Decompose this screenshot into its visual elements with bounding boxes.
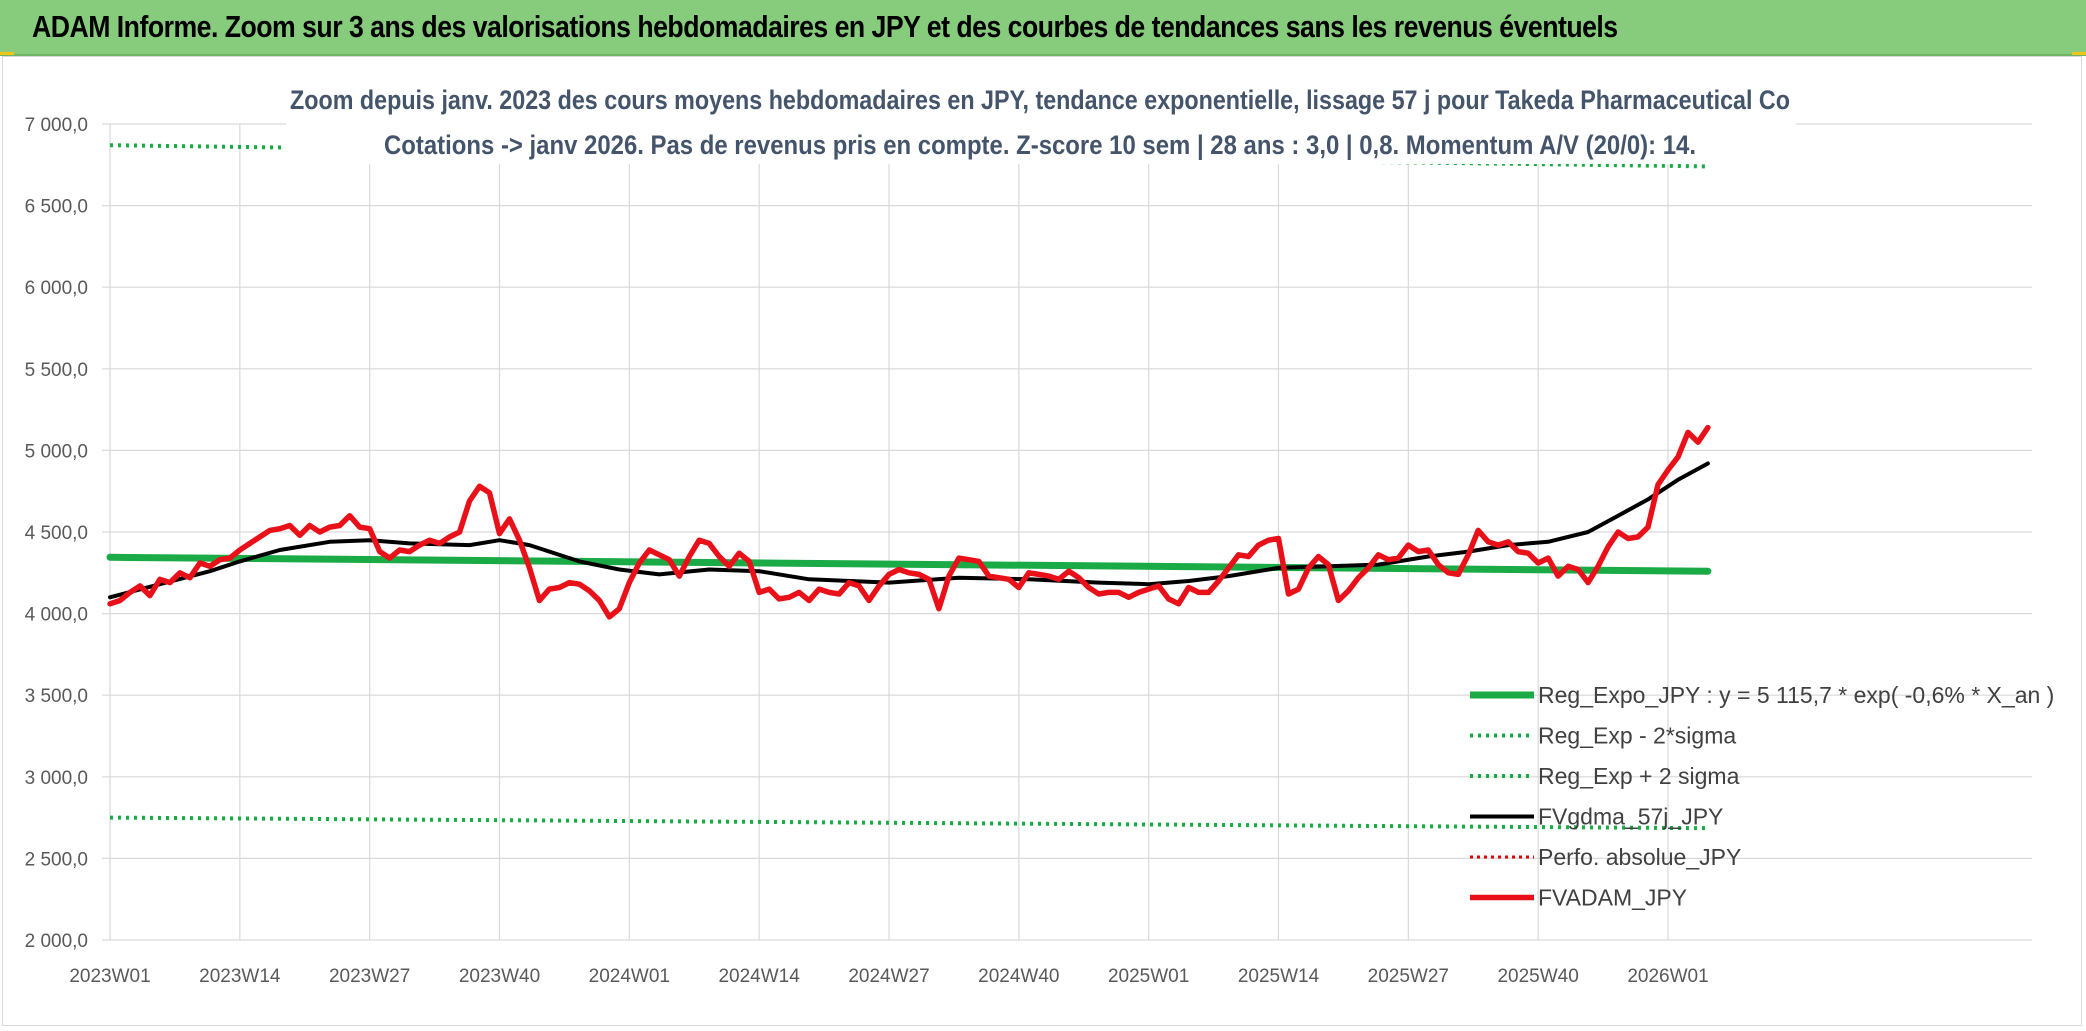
- x-tick-label: 2023W40: [459, 966, 540, 987]
- series-line-fvadam-jpy: [107, 424, 1711, 620]
- y-tick-label: 5 500,0: [25, 360, 88, 381]
- x-tick-label: 2023W01: [69, 966, 150, 987]
- x-tick-label: 2025W40: [1497, 966, 1578, 987]
- corner-accent: [2072, 52, 2086, 55]
- chart-title-line-2: Cotations -> janv 2026. Pas de revenus p…: [384, 130, 1696, 160]
- x-tick-label: 2025W14: [1238, 966, 1320, 987]
- chart-legend: Reg_Expo_JPY : y = 5 115,7 * exp( -0,6% …: [1470, 682, 2054, 911]
- series-line-fvgdma-57j-jpy: [108, 461, 1710, 600]
- x-tick-label: 2025W01: [1108, 966, 1189, 987]
- chart-title-line-1: Zoom depuis janv. 2023 des cours moyens …: [290, 85, 1790, 115]
- x-tick-label: 2024W14: [718, 966, 800, 987]
- legend-entry-label: FVADAM_JPY: [1538, 885, 1687, 911]
- series-layer: [106, 143, 1712, 831]
- y-tick-label: 4 500,0: [25, 523, 88, 544]
- corner-accent: [0, 52, 14, 55]
- x-tick-label: 2026W01: [1627, 966, 1708, 987]
- axis-labels: 7 000,0 6 500,0 6 000,0 5 500,0 5 000,0 4 500…: [25, 115, 1709, 987]
- y-tick-label: 3 500,0: [25, 686, 88, 707]
- y-tick-label: 2 000,0: [25, 931, 88, 952]
- series-line-reg-exp: [109, 815, 1708, 831]
- legend-entry-label: Reg_Expo_JPY : y = 5 115,7 * exp( -0,6% …: [1538, 682, 2054, 708]
- x-tick-label: 2024W40: [978, 966, 1059, 987]
- y-tick-label: 5 000,0: [25, 441, 88, 462]
- report-banner: ADAM Informe. Zoom sur 3 ans des valoris…: [0, 0, 2086, 56]
- y-tick-label: 6 500,0: [25, 197, 88, 218]
- y-tick-label: 4 000,0: [25, 605, 88, 626]
- y-tick-label: 3 000,0: [25, 768, 88, 789]
- y-tick-label: 2 500,0: [25, 849, 88, 870]
- x-tick-label: 2024W01: [589, 966, 670, 987]
- x-tick-label: 2024W27: [848, 966, 929, 987]
- legend-entry-label: Reg_Exp - 2*sigma: [1538, 723, 1736, 749]
- legend-entry-label: Reg_Exp + 2 sigma: [1538, 763, 1740, 789]
- y-tick-label: 7 000,0: [25, 115, 88, 136]
- x-tick-label: 2025W27: [1368, 966, 1449, 987]
- legend-entry-label: Perfo. absolue_JPY: [1538, 844, 1741, 870]
- legend-entry-label: FVgdma_57j_JPY: [1538, 804, 1723, 830]
- x-tick-label: 2023W27: [329, 966, 410, 987]
- y-tick-label: 6 000,0: [25, 278, 88, 299]
- chart-frame: [2, 56, 2082, 1026]
- title-background: [286, 82, 1796, 164]
- report-title: ADAM Informe. Zoom sur 3 ans des valoris…: [32, 9, 1618, 44]
- x-tick-label: 2023W14: [199, 966, 281, 987]
